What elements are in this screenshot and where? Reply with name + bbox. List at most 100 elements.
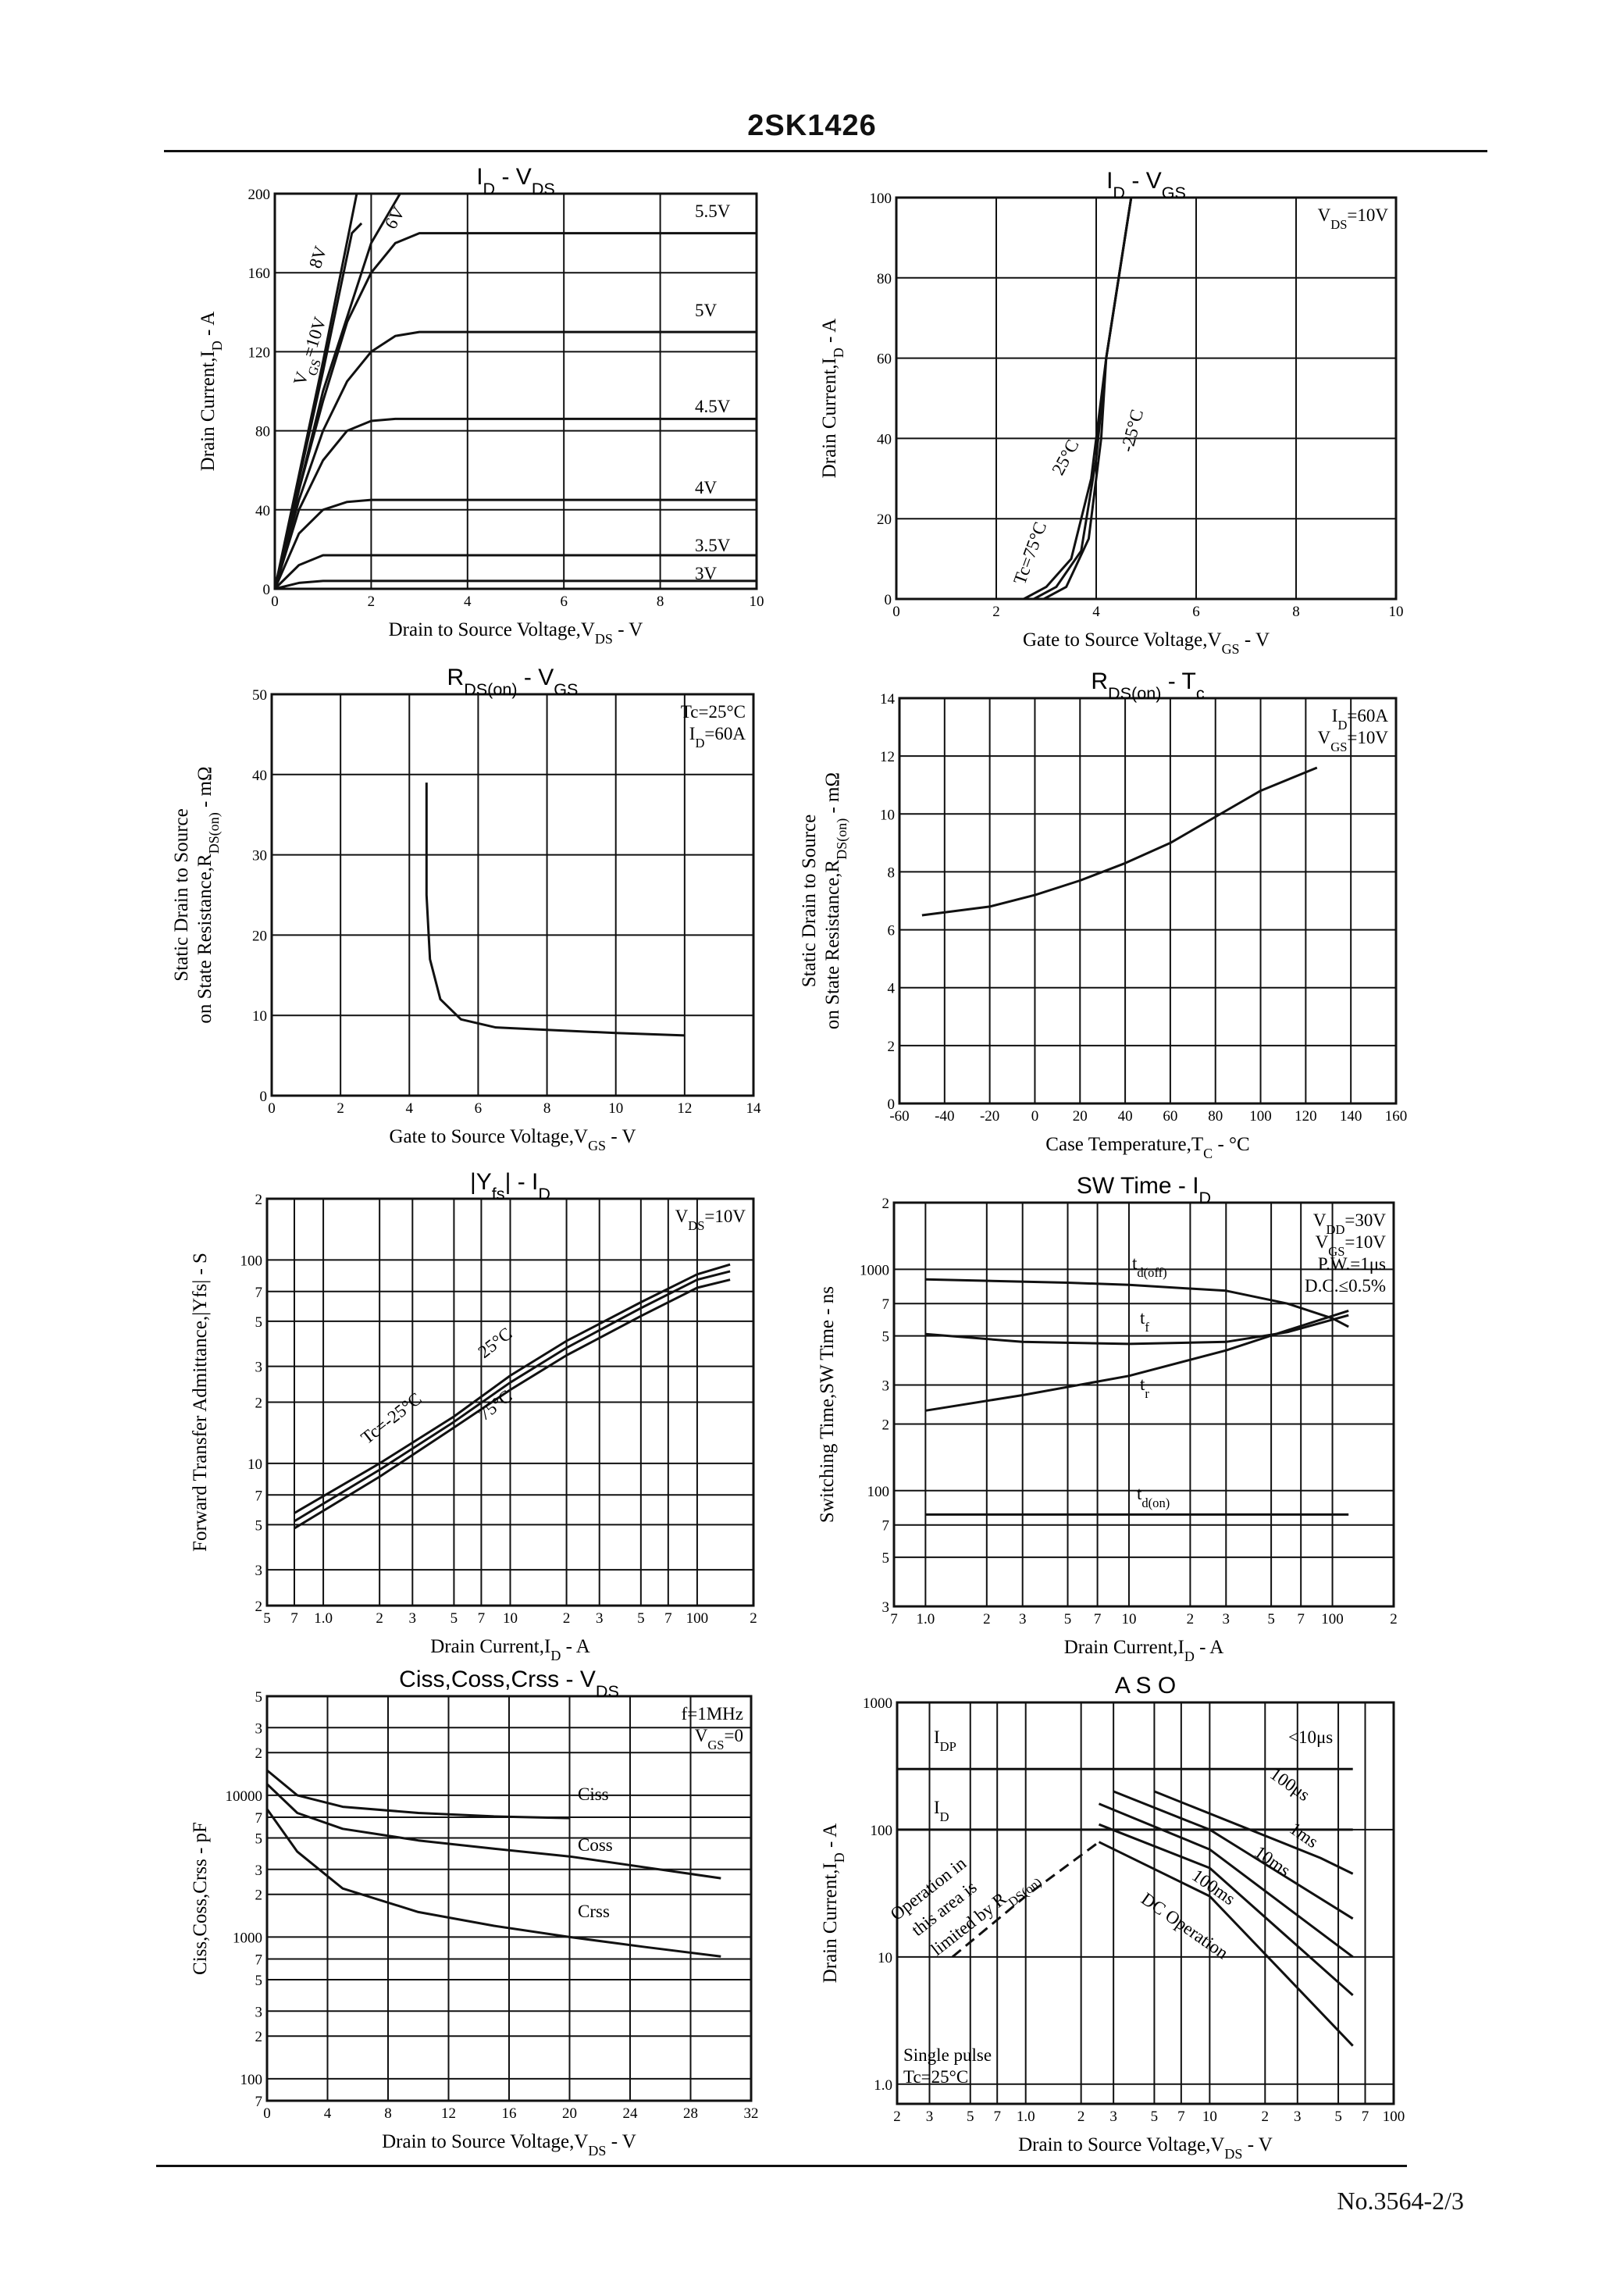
series-line-dc [1098, 1841, 1354, 2047]
x-tick-label: 32 [744, 2105, 759, 2122]
condition-note: P.W.=1μs [1318, 1254, 1386, 1274]
curve-label: 3V [695, 564, 718, 583]
y-tick-label: 100 [871, 1823, 893, 1839]
series-line-ciss [266, 1769, 570, 1820]
x-tick-label: 2 [1262, 2109, 1270, 2125]
x-tick-label: 5 [967, 2109, 974, 2125]
series-line-1ms [1113, 1790, 1354, 1920]
x-tick-label: 28 [683, 2105, 698, 2122]
series-line-3v [274, 579, 757, 590]
y-tick-label: 10 [878, 1950, 892, 1966]
x-tick-label: 5 [637, 1610, 645, 1627]
y-tick-label: 1000 [860, 1262, 889, 1278]
curve-label: 5V [695, 301, 718, 320]
x-axis-label: Drain to Source Voltage,VDS - V [382, 2131, 636, 2159]
x-tick-label: 2 [893, 2109, 901, 2125]
x-tick-label: 8 [384, 2105, 392, 2122]
curve-label: 3.5V [695, 536, 731, 555]
condition-note: Tc=25°C [681, 702, 746, 722]
x-tick-label: 7 [290, 1610, 298, 1627]
curve-label: td(on) [1137, 1484, 1170, 1510]
y-axis-label: Drain Current,ID - A [819, 319, 846, 479]
y-tick-label: 3 [882, 1378, 890, 1395]
x-tick-label: 2 [337, 1100, 344, 1117]
series-line-tr [925, 1309, 1349, 1412]
condition-note: D.C.≤0.5% [1305, 1276, 1386, 1296]
y-tick-label: 2 [255, 1888, 263, 1904]
series-line-rds [921, 766, 1318, 917]
x-tick-label: 3 [926, 2109, 934, 2125]
series-line-4v [273, 498, 757, 590]
condition-note: Single pulse [903, 2045, 992, 2065]
x-tick-label: 10 [750, 594, 764, 610]
x-tick-label: 2 [368, 594, 376, 610]
plot-frame [895, 196, 1398, 601]
x-tick-label: 7 [478, 1610, 486, 1627]
x-tick-label: 3 [1109, 2109, 1117, 2125]
x-tick-label: 10 [1389, 604, 1404, 620]
x-tick-label: 3 [1223, 1611, 1230, 1627]
y-tick-label: 100 [240, 1253, 263, 1269]
y-tick-label: 3 [255, 1720, 263, 1737]
x-tick-label: 7 [1297, 1611, 1305, 1627]
x-tick-label: 2 [1187, 1611, 1195, 1627]
y-tick-label: 0 [888, 1096, 896, 1113]
y-tick-label: 10 [880, 807, 895, 823]
x-tick-label: 5 [451, 1610, 458, 1627]
condition-note: VDD=30V [1313, 1210, 1387, 1237]
y-tick-label: 200 [248, 187, 271, 203]
x-tick-label: 2 [1390, 1611, 1398, 1627]
x-tick-label: 0 [263, 2105, 271, 2122]
x-tick-label: -40 [935, 1108, 954, 1125]
y-tick-label: 20 [252, 928, 267, 944]
y-tick-label: 3 [882, 1599, 890, 1616]
y-tick-label: 20 [877, 512, 892, 528]
condition-note: VGS=10V [1318, 728, 1389, 754]
series-line-coss [265, 1783, 721, 1880]
curve-label: td(off) [1132, 1253, 1167, 1280]
x-tick-label: 40 [1118, 1108, 1133, 1125]
y-tick-label: 5 [255, 1831, 263, 1848]
chart-title: A S O [1115, 1673, 1176, 1699]
condition-note: VDS=10V [1318, 205, 1389, 232]
x-tick-label: 80 [1208, 1108, 1223, 1125]
x-tick-label: 24 [623, 2105, 639, 2122]
y-tick-label: 8 [888, 864, 896, 881]
x-tick-label: 2 [1077, 2109, 1085, 2125]
plot-frame [896, 1701, 1395, 2105]
y-tick-label: 2 [255, 2029, 263, 2045]
x-tick-label: 1.0 [1017, 2109, 1035, 2125]
x-tick-label: 3 [409, 1610, 417, 1627]
x-tick-label: 4 [406, 1100, 414, 1117]
x-axis-label: Drain to Source Voltage,VDS - V [389, 619, 643, 647]
y-tick-label: 50 [252, 687, 267, 704]
curve-label: 5.5V [695, 201, 731, 221]
y-tick-label: 2 [255, 1192, 263, 1208]
y-tick-label: 2 [255, 1396, 263, 1412]
y-tick-label: 7 [255, 2094, 263, 2110]
curve-label: 4V [695, 478, 718, 497]
x-axis-label: Drain to Source Voltage,VDS - V [1018, 2134, 1273, 2162]
x-tick-label: 0 [892, 604, 900, 620]
plot-frame [270, 693, 755, 1097]
condition-note: ID=60A [1332, 706, 1389, 733]
y-axis-label: Static Drain to Source [799, 815, 820, 987]
y-tick-label: 100 [870, 191, 892, 207]
chart-title: |Yfs| - ID [470, 1169, 550, 1203]
y-tick-label: 3 [255, 1360, 263, 1376]
y-tick-label: 5 [255, 1517, 263, 1534]
y-tick-label: 4 [888, 981, 896, 997]
y-tick-label: 100 [240, 2072, 263, 2088]
y-axis-label: Forward Transfer Admittance,|Yfs| - S [190, 1253, 211, 1552]
curve-label: <10μs [1288, 1727, 1333, 1747]
series-line-3-5v [273, 554, 757, 590]
x-tick-label: 3 [596, 1610, 604, 1627]
series-line-crss [265, 1808, 721, 1958]
x-axis-label: Drain Current,ID - A [1064, 1637, 1224, 1664]
chart-title: ID - VGS [1106, 168, 1186, 202]
y-tick-label: 10 [248, 1456, 262, 1473]
condition-note: f=1MHz [682, 1704, 743, 1724]
x-tick-label: 10 [503, 1610, 518, 1627]
y-tick-label: 0 [260, 1089, 268, 1105]
